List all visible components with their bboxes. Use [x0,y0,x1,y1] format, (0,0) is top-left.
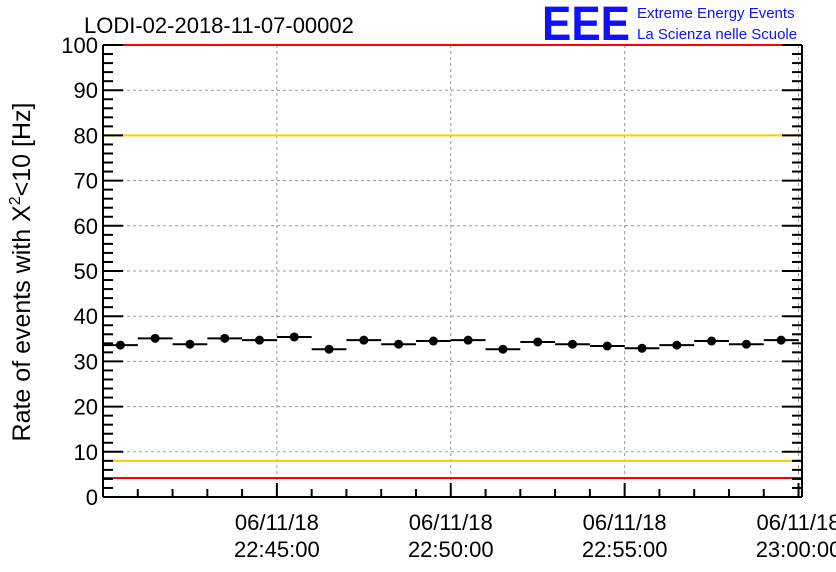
x-tick-time: 23:00:00 [756,537,836,562]
y-tick-label: 80 [74,123,98,148]
data-point [672,340,682,350]
x-tick-date: 06/11/18 [583,510,667,535]
data-point [498,344,508,354]
data-point [150,333,160,343]
y-axis-label: Rate of events with X2<10 [Hz] [7,103,36,442]
x-tick-date: 06/11/18 [409,510,493,535]
data-point [776,335,786,345]
data-point [741,339,751,349]
y-tick-label: 10 [74,440,98,465]
chart-title: LODI-02-2018-11-07-00002 [84,13,354,38]
data-points [103,332,799,354]
data-point [324,344,334,354]
data-point [254,335,264,345]
y-tick-label: 40 [74,304,98,329]
y-tick-label: 70 [74,169,98,194]
data-point [185,339,195,349]
logo-line2: La Scienza nelle Scuole [637,26,797,43]
data-point [289,332,299,342]
data-point [220,333,230,343]
x-tick-date: 06/11/18 [235,510,319,535]
grid [103,45,802,497]
data-point [428,336,438,346]
y-tick-label: 60 [74,214,98,239]
logo-line1: Extreme Energy Events [637,5,795,22]
x-tick-time: 22:50:00 [408,537,494,562]
data-point [115,340,125,350]
y-tick-label: 90 [74,78,98,103]
y-tick-label: 0 [86,485,98,510]
data-point [707,336,717,346]
data-point [637,343,647,353]
x-tick-date: 06/11/18 [757,510,836,535]
y-tick-label: 30 [74,349,98,374]
data-point [394,339,404,349]
y-tick-label: 50 [74,259,98,284]
reference-lines [103,44,802,480]
axes: 010203040506070809010006/11/1822:45:0006… [61,33,836,562]
data-point [463,335,473,345]
data-point [602,341,612,351]
data-point [533,337,543,347]
x-tick-time: 22:55:00 [582,537,668,562]
y-tick-label: 20 [74,395,98,420]
data-point [359,335,369,345]
y-tick-label: 100 [61,33,98,58]
logo-mark: EEE [542,0,630,51]
data-point [567,339,577,349]
x-tick-time: 22:45:00 [234,537,320,562]
